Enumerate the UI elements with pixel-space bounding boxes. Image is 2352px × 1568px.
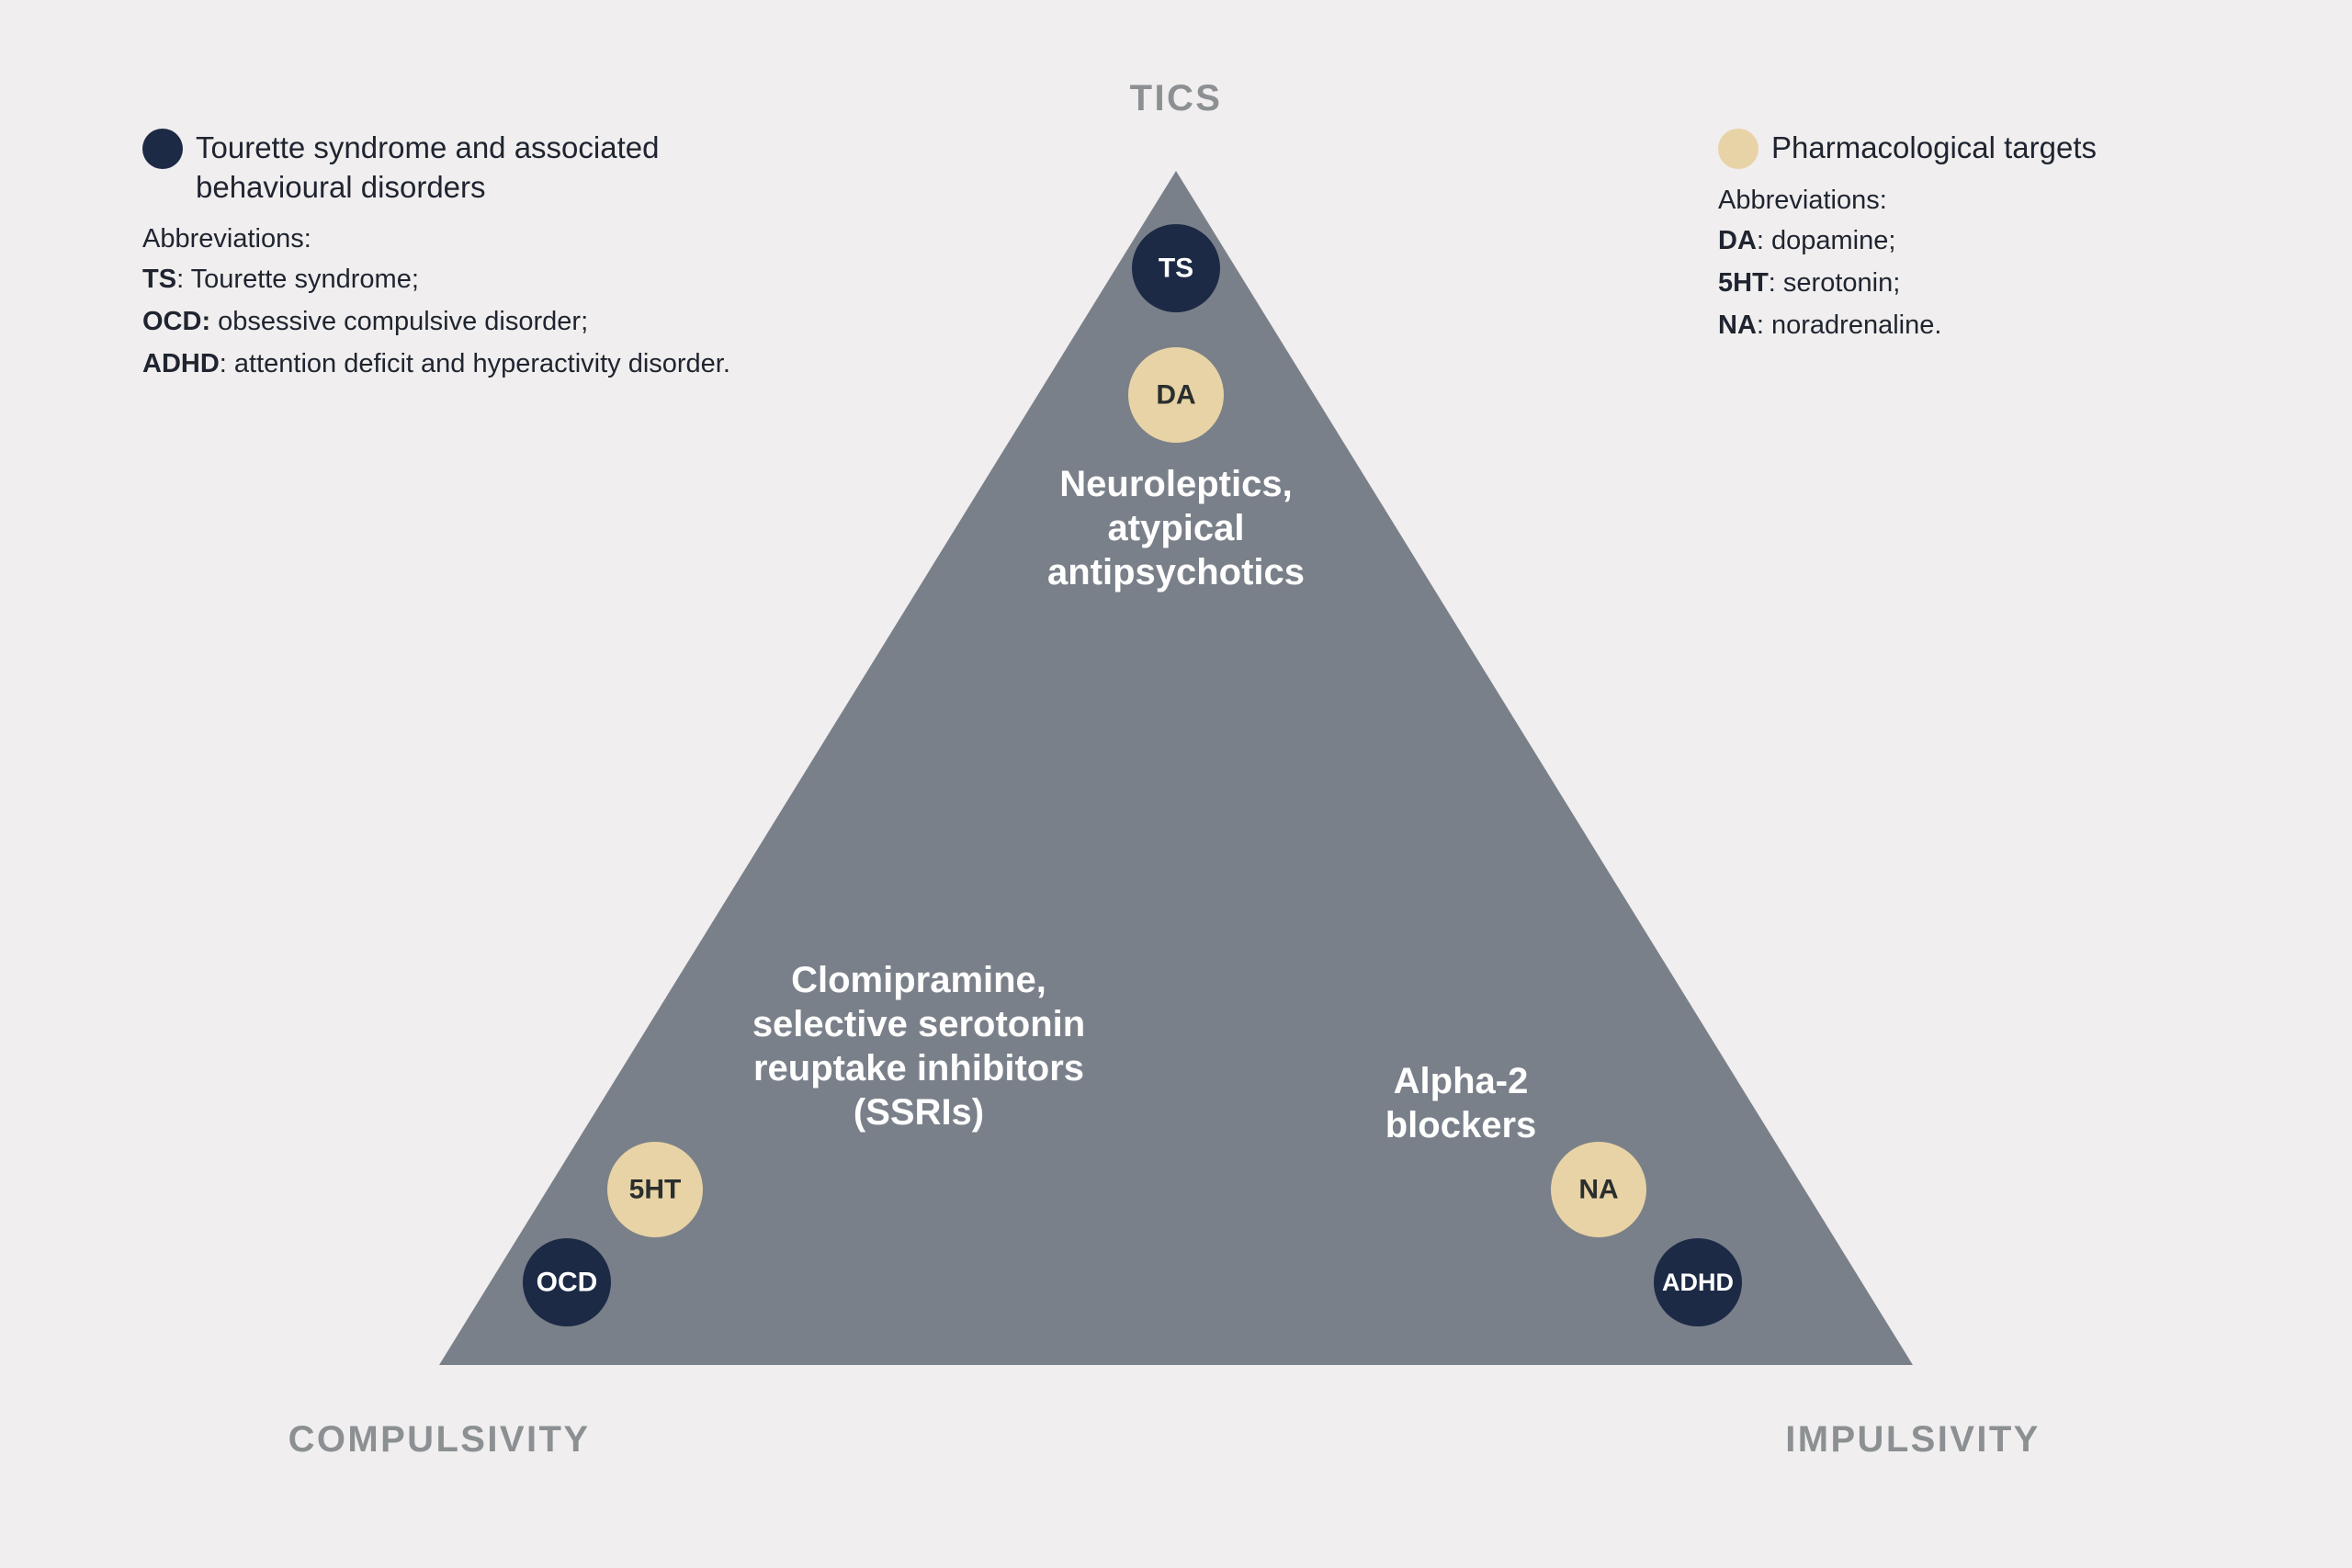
legend-targets-title: Pharmacological targets [1771,129,2097,168]
legend-disorders-swatch [142,129,183,169]
vertex-label-top: TICS [1130,78,1223,118]
legend-targets-abbr-list: DA: dopamine; 5HT: serotonin; NA: noradren… [1718,221,2196,344]
vertex-label-left: COMPULSIVITY [288,1419,591,1460]
badge-adhd: ADHD [1654,1238,1742,1326]
badge-5ht: 5HT [607,1142,703,1237]
legend-disorders: Tourette syndrome and associated behavio… [142,129,730,387]
abbr-line: NA: noradrenaline. [1718,306,2196,344]
badge-label-ts: TS [1159,254,1193,284]
badge-label-ocd: OCD [537,1268,598,1298]
abbr-line: 5HT: serotonin; [1718,264,2196,302]
badge-label-da: DA [1156,380,1195,411]
badge-ocd: OCD [523,1238,611,1326]
abbr-line: TS: Tourette syndrome; [142,260,730,299]
legend-disorders-abbr-list: TS: Tourette syndrome;OCD: obsessive com… [142,260,730,383]
abbr-line: OCD: obsessive compulsive disorder; [142,302,730,341]
legend-disorders-abbr-heading: Abbreviations: [142,224,730,254]
legend-disorders-title: Tourette syndrome and associated behavio… [196,129,730,208]
badge-ts: TS [1132,224,1220,312]
legend-targets: Pharmacological targets Abbreviations: D… [1718,129,2196,348]
legend-targets-abbr-heading: Abbreviations: [1718,186,2196,216]
legend-targets-swatch [1718,129,1758,169]
badge-na: NA [1551,1142,1646,1237]
badge-label-5ht: 5HT [629,1175,682,1205]
abbr-line: DA: dopamine; [1718,221,2196,260]
vertex-label-right: IMPULSIVITY [1785,1419,2041,1460]
diagram-canvas: TICSCOMPULSIVITYIMPULSIVITYNeuroleptics,… [0,0,2352,1568]
abbr-line: ADHD: attention deficit and hyperactivit… [142,344,730,383]
badge-label-adhd: ADHD [1662,1269,1734,1296]
badge-label-na: NA [1578,1175,1618,1205]
badge-da: DA [1128,347,1224,443]
